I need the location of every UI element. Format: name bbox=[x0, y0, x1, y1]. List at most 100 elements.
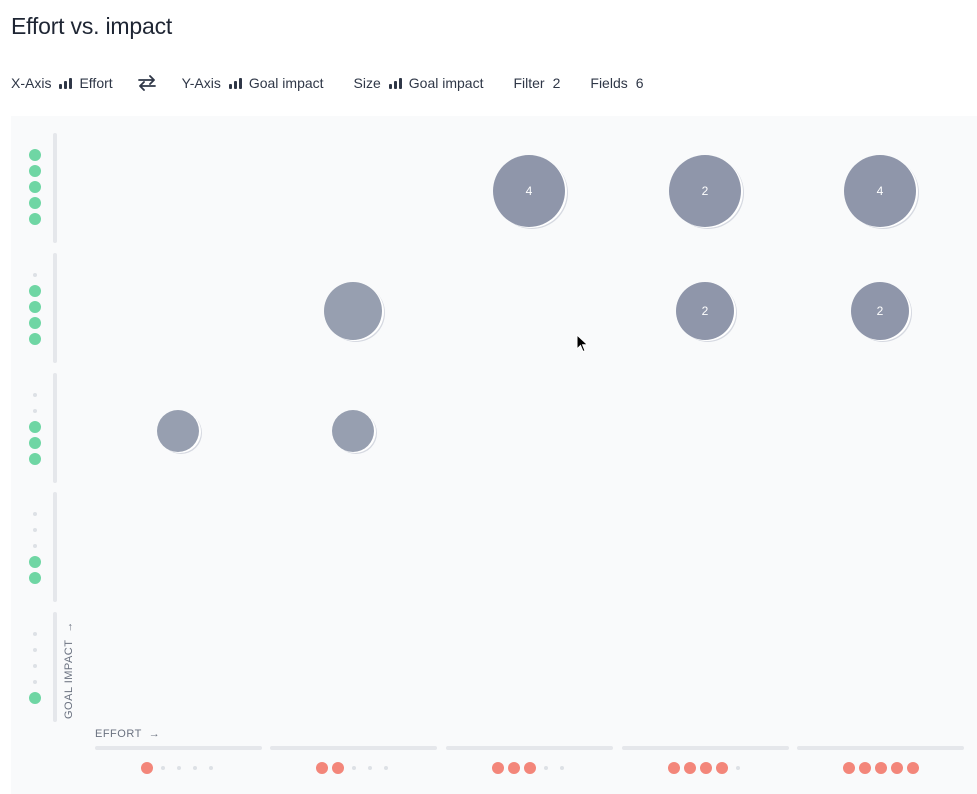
y-axis-title: GOAL IMPACT → bbox=[63, 621, 75, 719]
y-axis-title-text: GOAL IMPACT bbox=[63, 639, 75, 719]
impact-level-dot bbox=[29, 285, 41, 297]
x-axis-value: Effort bbox=[79, 75, 113, 91]
mouse-pointer-icon bbox=[576, 334, 589, 353]
effort-level-dot bbox=[843, 762, 855, 774]
swap-arrows-icon[interactable] bbox=[137, 75, 156, 91]
filter-count: 2 bbox=[552, 75, 561, 91]
bubble-count: 4 bbox=[876, 184, 884, 198]
impact-level-dot-empty bbox=[33, 664, 37, 668]
y-axis-selector[interactable]: Y-Axis Goal impact bbox=[182, 75, 324, 91]
effort-level-dot bbox=[668, 762, 680, 774]
y-axis-track bbox=[53, 373, 57, 483]
effort-level-dot bbox=[859, 762, 871, 774]
x-axis-track bbox=[446, 746, 613, 750]
effort-level-dot-empty bbox=[352, 766, 356, 770]
effort-level-dot-empty bbox=[560, 766, 564, 770]
impact-level-dot bbox=[29, 572, 41, 584]
fields-button[interactable]: Fields 6 bbox=[590, 75, 643, 91]
y-axis-track bbox=[53, 492, 57, 602]
chart-toolbar: X-Axis Effort Y-Axis Goal impact Size Go… bbox=[11, 71, 644, 95]
effort-level-dot-empty bbox=[161, 766, 165, 770]
impact-level-dot-empty bbox=[33, 393, 37, 397]
effort-level-dot bbox=[492, 762, 504, 774]
effort-level-dot bbox=[891, 762, 903, 774]
arrow-right-icon: → bbox=[145, 728, 161, 740]
impact-level-dot-empty bbox=[33, 512, 37, 516]
impact-level-dot bbox=[29, 421, 41, 433]
effort-level-dot-empty bbox=[384, 766, 388, 770]
effort-level-dot bbox=[524, 762, 536, 774]
impact-level-dot bbox=[29, 301, 41, 313]
effort-level-dot-empty bbox=[544, 766, 548, 770]
effort-level-dot bbox=[141, 762, 153, 774]
x-axis-track bbox=[270, 746, 437, 750]
effort-level-dot-empty bbox=[177, 766, 181, 770]
page-title: Effort vs. impact bbox=[11, 13, 173, 39]
impact-level-dot bbox=[29, 317, 41, 329]
impact-level-dot-empty bbox=[33, 528, 37, 532]
effort-level-dot bbox=[332, 762, 344, 774]
bubble-count: 2 bbox=[701, 304, 709, 318]
chart-bubble[interactable]: 2 bbox=[676, 282, 734, 340]
chart-bubble[interactable]: 2 bbox=[851, 282, 909, 340]
effort-level-dot-empty bbox=[193, 766, 197, 770]
effort-level-dot bbox=[875, 762, 887, 774]
bubble-count: 4 bbox=[525, 184, 533, 198]
bar-chart-icon bbox=[59, 77, 73, 89]
y-axis-track bbox=[53, 133, 57, 243]
effort-level-dot bbox=[700, 762, 712, 774]
fields-count: 6 bbox=[635, 75, 644, 91]
x-axis-selector[interactable]: X-Axis Effort bbox=[11, 75, 113, 91]
impact-level-dot-empty bbox=[33, 680, 37, 684]
x-axis-track bbox=[622, 746, 789, 750]
y-axis-track bbox=[53, 612, 57, 722]
effort-level-dot-empty bbox=[736, 766, 740, 770]
bubble-count: 2 bbox=[876, 304, 884, 318]
size-value: Goal impact bbox=[408, 75, 484, 91]
impact-level-dot-empty bbox=[33, 632, 37, 636]
chart-bubble[interactable] bbox=[332, 410, 374, 452]
y-axis-track bbox=[53, 253, 57, 363]
arrow-right-icon: → bbox=[63, 621, 75, 637]
impact-level-dot-empty bbox=[33, 648, 37, 652]
bar-chart-icon bbox=[228, 77, 242, 89]
size-label: Size bbox=[353, 75, 381, 91]
size-selector[interactable]: Size Goal impact bbox=[354, 75, 484, 91]
x-axis-label: X-Axis bbox=[11, 75, 52, 91]
filter-label: Filter bbox=[513, 75, 545, 91]
impact-level-dot bbox=[29, 149, 41, 161]
impact-level-dot bbox=[29, 333, 41, 345]
y-axis-value: Goal impact bbox=[248, 75, 324, 91]
impact-level-dot bbox=[29, 213, 41, 225]
x-axis-title-text: EFFORT bbox=[95, 728, 142, 740]
chart-bubble[interactable] bbox=[324, 282, 382, 340]
impact-level-dot-empty bbox=[33, 273, 37, 277]
y-axis-label: Y-Axis bbox=[181, 75, 221, 91]
chart-bubble[interactable] bbox=[157, 410, 199, 452]
fields-label: Fields bbox=[590, 75, 628, 91]
impact-level-dot bbox=[29, 181, 41, 193]
effort-level-dot bbox=[316, 762, 328, 774]
effort-level-dot bbox=[716, 762, 728, 774]
impact-level-dot bbox=[29, 165, 41, 177]
chart-bubble[interactable]: 4 bbox=[844, 155, 916, 227]
impact-level-dot bbox=[29, 197, 41, 209]
chart-bubble[interactable]: 2 bbox=[669, 155, 741, 227]
impact-level-dot bbox=[29, 556, 41, 568]
bubble-count: 2 bbox=[701, 184, 709, 198]
chart-bubble[interactable]: 4 bbox=[493, 155, 565, 227]
x-axis-track bbox=[95, 746, 262, 750]
x-axis-title: EFFORT → bbox=[95, 728, 160, 740]
effort-level-dot bbox=[907, 762, 919, 774]
impact-level-dot-empty bbox=[33, 409, 37, 413]
effort-level-dot bbox=[508, 762, 520, 774]
effort-level-dot-empty bbox=[209, 766, 213, 770]
filter-button[interactable]: Filter 2 bbox=[513, 75, 560, 91]
impact-level-dot bbox=[29, 437, 41, 449]
effort-level-dot bbox=[684, 762, 696, 774]
bar-chart-icon bbox=[388, 77, 402, 89]
impact-level-dot bbox=[29, 692, 41, 704]
impact-level-dot bbox=[29, 453, 41, 465]
chart-canvas: EFFORT → GOAL IMPACT → 4 2 4 2 2 bbox=[11, 116, 977, 794]
effort-level-dot-empty bbox=[368, 766, 372, 770]
